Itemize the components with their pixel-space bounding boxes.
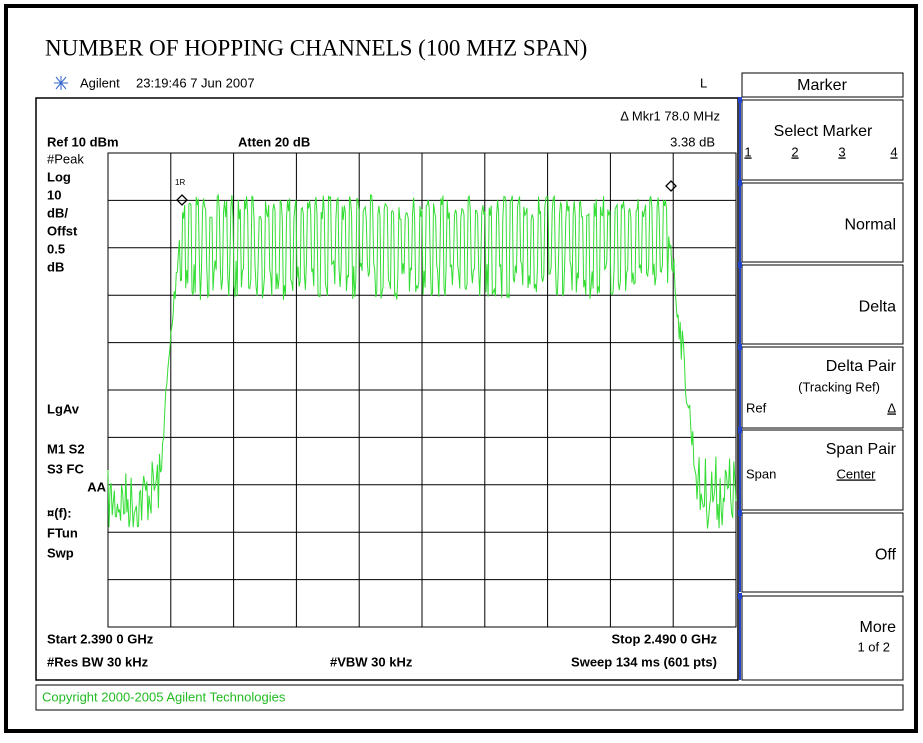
left-label: Log	[47, 169, 71, 184]
softkey-option: Ref	[746, 400, 767, 415]
softkey-label: Normal	[844, 217, 896, 234]
softkey[interactable]	[741, 429, 904, 511]
status-bar	[35, 684, 904, 711]
marker-1-label: 1R	[175, 178, 185, 187]
left-label: 10	[47, 187, 61, 202]
softkey-label: Select Marker	[774, 123, 873, 140]
logo	[54, 76, 68, 90]
trace	[107, 193, 737, 529]
softkey-label: More	[860, 619, 897, 636]
softkey-note: 1 of 2	[857, 639, 890, 654]
softkey-option: Span	[746, 466, 776, 481]
left-label: Offst	[47, 223, 78, 238]
softkey-note: (Tracking Ref)	[798, 379, 880, 394]
copyright: Copyright 2000-2005 Agilent Technologies	[42, 689, 286, 704]
softkey[interactable]	[741, 346, 904, 429]
left-label: FTun	[47, 525, 78, 540]
graticule	[107, 152, 737, 628]
softkey-label: Off	[875, 547, 897, 564]
softkey-label: Delta	[859, 299, 896, 316]
start-freq: Start 2.390 0 GHz	[47, 631, 154, 646]
sweep: Sweep 134 ms (601 pts)	[571, 654, 717, 669]
left-label: #Peak	[47, 151, 84, 166]
stop-freq: Stop 2.490 0 GHz	[612, 631, 718, 646]
softkey[interactable]	[741, 264, 904, 345]
softkey-option: Center	[836, 466, 876, 481]
softkey-option: 2	[791, 144, 798, 159]
left-label: dB/	[47, 205, 68, 220]
softkey[interactable]	[741, 182, 904, 263]
menu-title: Marker	[797, 77, 847, 94]
res-bw: #Res BW 30 kHz	[47, 654, 149, 669]
softkey-option: 1	[744, 144, 751, 159]
timestamp: 23:19:46 7 Jun 2007	[136, 75, 255, 90]
softkey-option: Δ	[887, 400, 896, 415]
page-title: NUMBER OF HOPPING CHANNELS (100 MHZ SPAN…	[45, 35, 587, 60]
attenuation: Atten 20 dB	[238, 134, 310, 149]
left-label: AA	[87, 479, 106, 494]
softkey[interactable]	[741, 99, 904, 181]
softkey-label: Delta Pair	[826, 358, 897, 375]
left-label: LgAv	[47, 401, 80, 416]
softkey-option: 3	[838, 144, 845, 159]
marker-delta-symbol	[665, 180, 677, 192]
softkey-label: Span Pair	[826, 441, 897, 458]
left-label: S3 FC	[47, 461, 84, 476]
softkey-panel: Select Marker 1 2 3 4 Normal Delta Delta Pair (T…	[738, 97, 904, 681]
left-label: 0.5	[47, 241, 65, 256]
left-label: M1 S2	[47, 441, 85, 456]
marker-delta: Δ Mkr1 78.0 MHz	[620, 108, 720, 123]
marker-1	[176, 194, 188, 206]
left-label: ¤(f):	[47, 505, 72, 520]
softkey-option: 4	[890, 144, 897, 159]
left-label: dB	[47, 259, 64, 274]
softkey[interactable]	[741, 512, 904, 593]
left-label: Swp	[47, 545, 74, 560]
ref-level: Ref 10 dBm	[47, 134, 119, 149]
vbw: #VBW 30 kHz	[330, 654, 413, 669]
indicator: L	[700, 75, 707, 90]
screen-frame	[35, 97, 739, 681]
softkey[interactable]	[741, 595, 904, 681]
marker-value: 3.38 dB	[670, 134, 715, 149]
menu-title-box	[741, 72, 904, 98]
brand: Agilent	[80, 75, 120, 90]
